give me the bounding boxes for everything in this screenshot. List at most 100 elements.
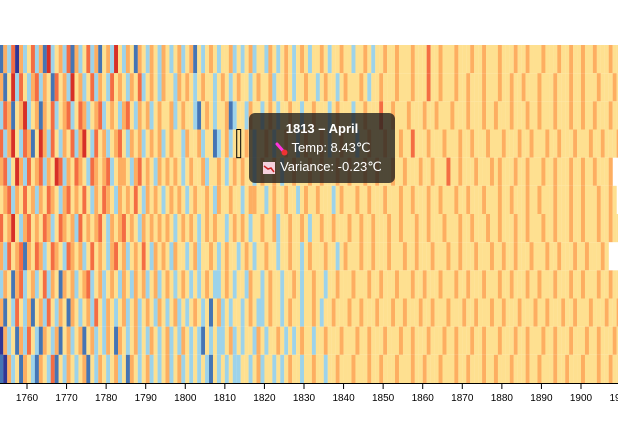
cell (327, 270, 332, 299)
cell (110, 73, 115, 102)
cell (537, 157, 542, 186)
cell (557, 185, 562, 214)
cell (303, 270, 309, 299)
cell (454, 45, 459, 74)
cell (19, 354, 24, 383)
cell (351, 242, 356, 271)
cell (616, 101, 618, 130)
cell (296, 73, 301, 102)
cell (434, 298, 439, 327)
cell (482, 157, 487, 186)
cell (38, 185, 43, 214)
cell (323, 270, 328, 299)
cell (23, 129, 28, 158)
cell (157, 354, 162, 383)
cell (315, 270, 320, 299)
cell (375, 242, 380, 271)
cell (296, 354, 301, 383)
cell (244, 45, 249, 74)
cell (110, 129, 115, 158)
cell (197, 326, 202, 355)
cell (525, 73, 530, 102)
cell (121, 214, 127, 243)
cell (66, 129, 71, 158)
cell (446, 326, 451, 355)
cell (118, 157, 123, 186)
cell (398, 298, 404, 327)
cell (165, 73, 170, 102)
cell (600, 185, 605, 214)
cell (42, 298, 47, 327)
cell (280, 242, 285, 271)
cell (125, 185, 130, 214)
cell (493, 270, 498, 299)
cell (78, 45, 83, 74)
cell (54, 326, 59, 355)
cell (121, 242, 127, 271)
cell (98, 242, 103, 271)
cell (577, 354, 582, 383)
cell (54, 242, 59, 271)
cell (466, 214, 471, 243)
cell (125, 101, 130, 130)
cell (149, 298, 154, 327)
cell (224, 157, 229, 186)
cell (529, 242, 534, 271)
cell (38, 45, 43, 74)
cell (454, 298, 459, 327)
cell (319, 45, 324, 74)
cell (90, 242, 95, 271)
cell (545, 157, 550, 186)
cell (106, 270, 111, 299)
cell (561, 73, 566, 102)
cell (402, 354, 407, 383)
cell (442, 298, 447, 327)
cell (489, 270, 495, 299)
cell (383, 354, 388, 383)
cell (434, 185, 439, 214)
cell (30, 157, 36, 186)
cell (197, 157, 202, 186)
cell (438, 270, 443, 299)
cell (482, 185, 487, 214)
cell (458, 326, 463, 355)
cell (42, 326, 47, 355)
cell (0, 214, 4, 243)
cell (296, 214, 301, 243)
cell (50, 242, 55, 271)
cell (42, 45, 47, 74)
cell (110, 157, 115, 186)
cell (446, 270, 451, 299)
cell (513, 270, 518, 299)
cell (402, 214, 407, 243)
cell (505, 129, 510, 158)
cell (161, 45, 166, 74)
cell (513, 298, 518, 327)
cell (224, 45, 229, 74)
cell (82, 45, 87, 74)
cell (50, 73, 55, 102)
cell (446, 214, 451, 243)
cell (11, 214, 16, 243)
cell (398, 73, 404, 102)
cell (114, 242, 119, 271)
cell (66, 298, 71, 327)
cell (430, 214, 435, 243)
cell (145, 73, 150, 102)
cell (359, 185, 364, 214)
cell (553, 129, 558, 158)
cell (181, 242, 186, 271)
cell (121, 129, 127, 158)
cell (149, 101, 154, 130)
cell (118, 354, 123, 383)
cell (82, 354, 87, 383)
cell (351, 298, 356, 327)
cell (505, 101, 510, 130)
cell (11, 157, 16, 186)
cell (94, 129, 99, 158)
cell (102, 326, 107, 355)
cell (42, 354, 47, 383)
cell (478, 101, 483, 130)
cell (315, 73, 320, 102)
cell (442, 270, 447, 299)
